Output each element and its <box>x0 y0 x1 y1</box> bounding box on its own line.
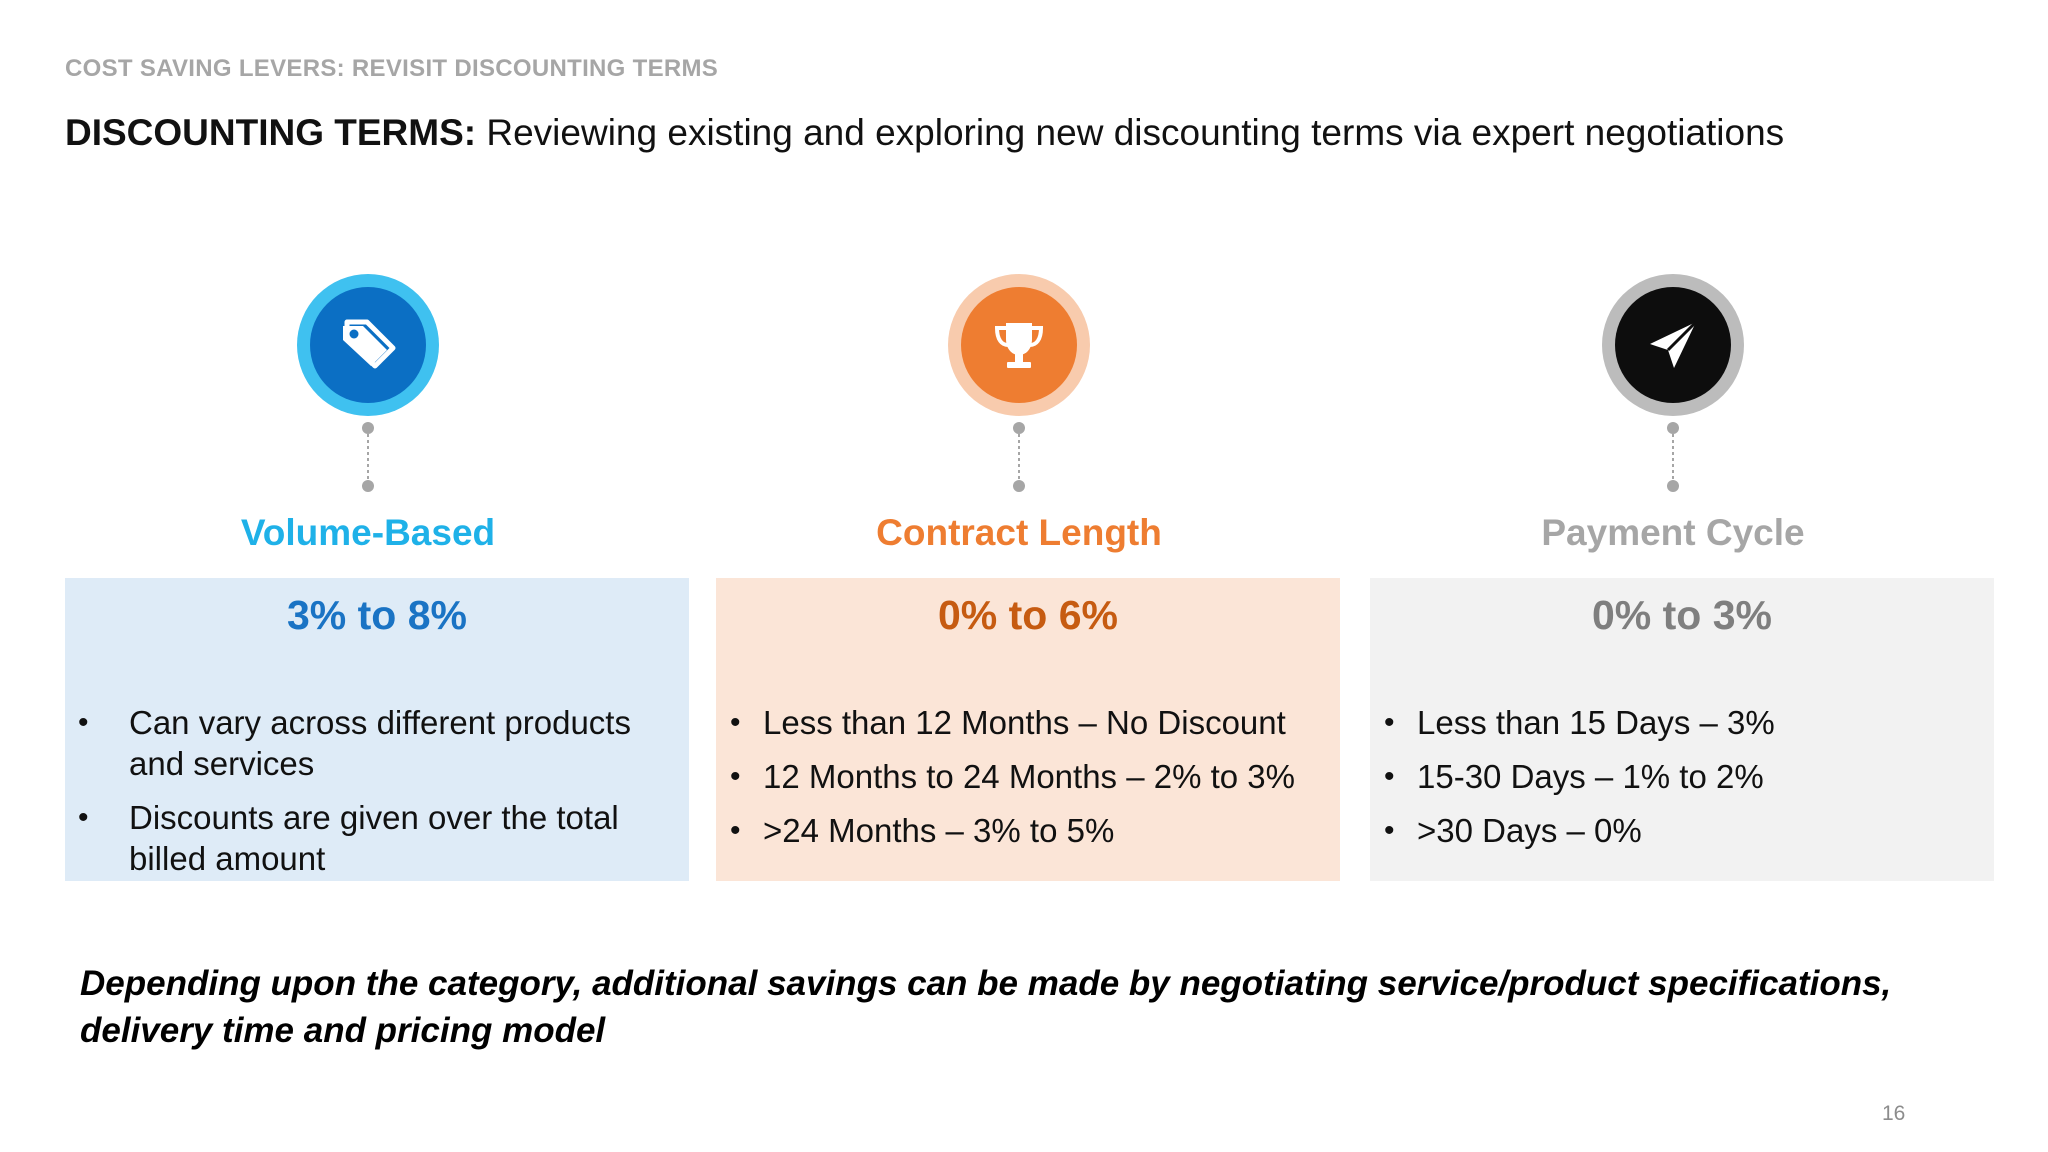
list-item: Less than 15 Days – 3% <box>1370 702 1994 743</box>
page-headline: DISCOUNTING TERMS: Reviewing existing an… <box>65 112 1784 154</box>
volume-icon-badge <box>297 274 439 416</box>
list-item: Discounts are given over the total bille… <box>65 797 689 879</box>
payment-connector <box>1667 422 1679 492</box>
list-item: 15-30 Days – 1% to 2% <box>1370 756 1994 797</box>
discount-range: 0% to 6% <box>938 592 1118 638</box>
list-item: 12 Months to 24 Months – 2% to 3% <box>716 756 1340 797</box>
column-title: Payment Cycle <box>1541 512 1805 553</box>
contract-card: 0% to 6% Less than 12 Months – No Discou… <box>716 578 1340 881</box>
column-payment-cycle: Payment Cycle 0% to 3% Less than 15 Days… <box>1370 274 1994 881</box>
trophy-icon <box>961 287 1077 403</box>
contract-icon-badge <box>948 274 1090 416</box>
list-item: >30 Days – 0% <box>1370 810 1994 851</box>
contract-connector <box>1013 422 1025 492</box>
column-title: Volume-Based <box>240 512 496 553</box>
list-item: Can vary across different products and s… <box>65 702 689 784</box>
section-label: COST SAVING LEVERS: REVISIT DISCOUNTING … <box>65 55 719 82</box>
column-contract-length: Contract Length 0% to 6% Less than 12 Mo… <box>716 274 1340 881</box>
price-tag-icon <box>310 287 426 403</box>
headline-bold: DISCOUNTING TERMS: <box>65 112 477 153</box>
headline-text: Reviewing existing and exploring new dis… <box>476 112 1785 153</box>
page-number: 16 <box>1882 1102 1906 1125</box>
payment-card: 0% to 3% Less than 15 Days – 3% 15-30 Da… <box>1370 578 1994 881</box>
list-item: >24 Months – 3% to 5% <box>716 810 1340 851</box>
column-title: Contract Length <box>876 512 1162 553</box>
volume-connector <box>362 422 374 492</box>
discount-range: 0% to 3% <box>1592 592 1772 638</box>
paper-plane-icon <box>1615 287 1731 403</box>
bullet-list: Can vary across different products and s… <box>65 702 689 892</box>
discount-range: 3% to 8% <box>287 592 467 638</box>
bullet-list: Less than 12 Months – No Discount 12 Mon… <box>716 702 1340 864</box>
bullet-list: Less than 15 Days – 3% 15-30 Days – 1% t… <box>1370 702 1994 864</box>
footnote: Depending upon the category, additional … <box>80 964 1892 1050</box>
payment-icon-badge <box>1602 274 1744 416</box>
list-item: Less than 12 Months – No Discount <box>716 702 1340 743</box>
column-volume-based: Volume-Based 3% to 8% Can vary across di… <box>65 274 689 881</box>
volume-card: 3% to 8% Can vary across different produ… <box>65 578 689 881</box>
